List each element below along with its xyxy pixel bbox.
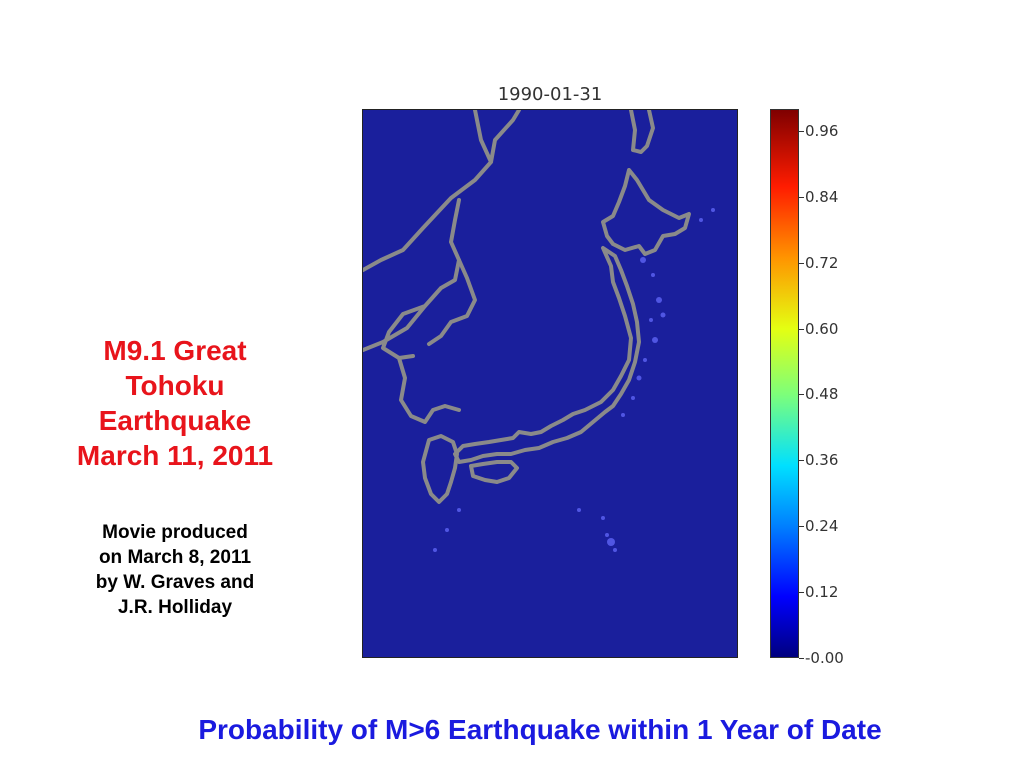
- shikoku-coastline: [469, 460, 519, 484]
- colorbar-tick-mark: [799, 262, 804, 264]
- credit-line: Movie produced: [102, 522, 248, 543]
- sakhalin-coastline: [629, 110, 655, 154]
- movie-credit: Movie produced on March 8, 2011 by W. Gr…: [50, 520, 300, 620]
- colorbar-tick-mark: [799, 130, 804, 132]
- colorbar-tick-label: 0.84: [805, 187, 839, 206]
- colorbar-tick-label: 0.12: [805, 583, 839, 602]
- kyushu-coastline: [421, 434, 459, 504]
- asia-coastline: [363, 110, 521, 272]
- credit-line: by W. Graves and: [95, 572, 255, 593]
- hokkaido-coastline: [601, 168, 691, 256]
- credit-line: on March 8, 2011: [98, 547, 252, 568]
- colorbar-tick-mark: [799, 658, 804, 659]
- korea-south-coastline: [427, 258, 477, 346]
- colorbar-tick-mark: [799, 460, 804, 462]
- map-date-label: 1990-01-31: [497, 84, 603, 105]
- colorbar-tick-label: 0.24: [805, 517, 839, 536]
- honshu-coastline: [453, 246, 641, 464]
- colorbar-tick-mark: [799, 592, 804, 594]
- colorbar-tick-label: -0.00: [805, 649, 844, 667]
- colorbar-tick-label: 0.60: [805, 319, 839, 338]
- korea-coastline: [363, 198, 461, 424]
- event-title: M9.1 Great Tohoku Earthquake March 11, 2…: [40, 333, 310, 473]
- colorbar-tick-label: 0.48: [805, 385, 839, 404]
- probability-hotspots: [433, 208, 715, 552]
- colorbar-gradient: [770, 109, 799, 658]
- probability-map: [362, 109, 738, 658]
- japan-coastline-map: [363, 110, 715, 552]
- colorbar-tick-label: 0.72: [805, 253, 839, 272]
- event-title-line: Tohoku: [125, 370, 225, 401]
- event-title-line: Earthquake: [98, 405, 252, 436]
- colorbar-tick-mark: [799, 526, 804, 528]
- credit-line: J.R. Holliday: [117, 597, 233, 618]
- colorbar-tick-mark: [799, 328, 804, 330]
- event-title-line: M9.1 Great: [103, 335, 247, 366]
- colorbar-tick-mark: [799, 394, 804, 396]
- chart-caption: Probability of M>6 Earthquake within 1 Y…: [198, 714, 882, 745]
- colorbar-tick-label: 0.36: [805, 451, 839, 470]
- probability-colorbar: 0.96 0.84 0.72 0.60 0.48 0.36 0.24 0.12 -0.00: [770, 109, 890, 666]
- coastlines: [363, 110, 691, 504]
- event-title-line: March 11, 2011: [76, 440, 274, 471]
- colorbar-tick-label: 0.96: [805, 121, 839, 140]
- colorbar-tick-mark: [799, 196, 804, 198]
